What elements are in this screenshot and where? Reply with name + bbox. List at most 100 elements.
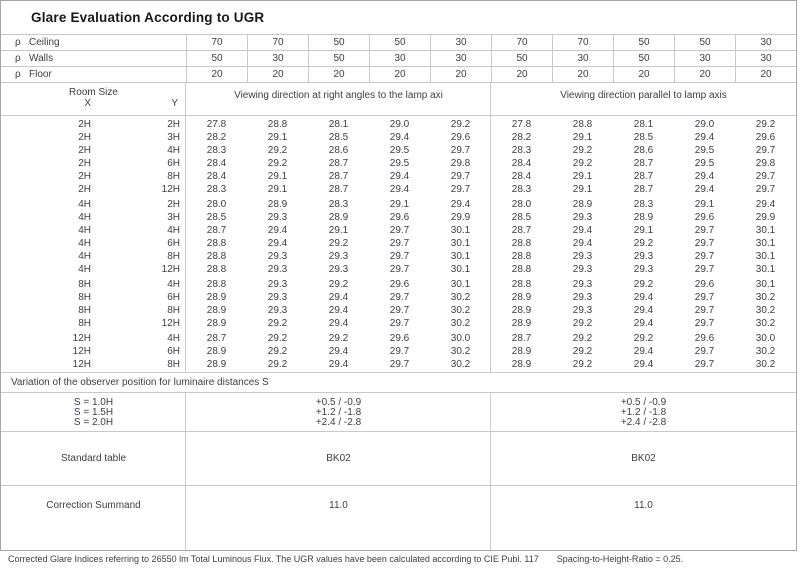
ugr-value-left: 30.2 (450, 318, 471, 329)
ugr-value-right: 28.7 (511, 225, 532, 236)
ugr-value-right: 29.7 (694, 238, 715, 249)
ugr-value-left: 28.5 (206, 212, 227, 223)
ugr-value-left: 29.7 (450, 145, 471, 156)
ugr-value-left: 29.7 (389, 346, 410, 357)
ugr-value-right: 30.0 (755, 333, 776, 344)
ugr-value-left: 29.3 (267, 251, 288, 262)
reflectance-value: 50 (613, 35, 674, 50)
ugr-value-right: 29.2 (572, 145, 593, 156)
standard-table-row: Standard table BK02 BK02 (1, 432, 796, 486)
ugr-value-left: 29.7 (389, 251, 410, 262)
ugr-value-right: 28.3 (633, 199, 654, 210)
column-divider (185, 116, 186, 372)
column-divider (490, 116, 491, 372)
rho-symbol: ρ (15, 53, 21, 64)
ugr-value-left: 29.3 (267, 264, 288, 275)
ugr-table-row: 2H 12H 28.3 29.1 28.7 29.4 29.7 28.3 29.1 28.7 29.… (1, 183, 796, 196)
standard-table-value-left: BK02 (326, 453, 351, 464)
reflectance-value: 30 (247, 51, 308, 66)
ugr-table-row: 2H 8H 28.4 29.1 28.7 29.4 29.7 28.4 29.1 28.7 29.4… (1, 170, 796, 183)
ugr-value-right: 30.2 (755, 346, 776, 357)
ugr-value-left: 29.7 (389, 238, 410, 249)
ugr-value-right: 28.8 (572, 119, 593, 130)
ugr-value-right: 28.2 (511, 132, 532, 143)
ugr-value-right: 29.3 (572, 279, 593, 290)
xy-header-line: X Y (1, 98, 186, 109)
ugr-value-left: 28.9 (206, 292, 227, 303)
reflectance-value: 20 (735, 67, 796, 82)
ugr-value-left: 29.0 (389, 119, 410, 130)
room-size-y: 4H (167, 279, 180, 290)
standard-table-value-right: BK02 (631, 453, 656, 464)
ugr-table-row: 12H 6H 28.9 29.2 29.4 29.7 30.2 28.9 29.2 29.4 29.… (1, 345, 796, 358)
ugr-data-area: 2H 2H 27.8 28.8 28.1 29.0 29.2 27.8 28.8 28.1 29.0… (1, 116, 796, 373)
correction-summand-grid: Correction Summand 11.0 11.0 (1, 486, 796, 550)
room-size-y: 8H (167, 251, 180, 262)
ugr-value-right: 29.2 (572, 333, 593, 344)
reflectance-surface-name: Ceiling (29, 37, 60, 48)
ugr-value-right: 29.1 (633, 225, 654, 236)
header-grid: Room Size X Y Viewing direction at right… (1, 83, 796, 115)
title-band: Glare Evaluation According to UGR (1, 1, 796, 35)
room-size-y: 12H (161, 264, 180, 275)
reflectance-table: ρ Ceiling 70 70 50 50 30 70 70 50 50 30 ρ Walls 50 30 50… (1, 35, 796, 83)
ugr-value-left: 28.5 (328, 132, 349, 143)
rho-symbol: ρ (15, 69, 21, 80)
ugr-value-left: 29.7 (389, 305, 410, 316)
ugr-value-right: 29.4 (572, 225, 593, 236)
reflectance-surface-name: Walls (29, 53, 54, 64)
ugr-value-left: 30.2 (450, 359, 471, 370)
ugr-value-right: 28.9 (572, 199, 593, 210)
room-size-y: 6H (167, 238, 180, 249)
ugr-value-right: 28.8 (511, 238, 532, 249)
ugr-value-left: 29.2 (267, 333, 288, 344)
ugr-value-right: 28.4 (511, 171, 532, 182)
room-size-y: 4H (167, 225, 180, 236)
correction-summand-value-left: 11.0 (329, 500, 348, 511)
correction-summand-value-right: 11.0 (634, 500, 653, 511)
ugr-value-left: 29.7 (389, 359, 410, 370)
ugr-table-row: 12H 8H 28.9 29.2 29.4 29.7 30.2 28.9 29.2 29.4 29.… (1, 358, 796, 371)
ugr-value-left: 28.8 (206, 279, 227, 290)
correction-summand-label: Correction Summand (46, 500, 141, 511)
ugr-value-left: 30.1 (450, 264, 471, 275)
ugr-value-right: 30.1 (755, 225, 776, 236)
ugr-value-right: 29.3 (572, 212, 593, 223)
ugr-value-left: 29.5 (389, 145, 410, 156)
room-size-x: 4H (78, 212, 91, 223)
column-divider (490, 83, 491, 115)
s-distance-label: S = 1.5H (73, 407, 114, 418)
reflectance-value: 50 (491, 51, 552, 66)
room-size-x: 12H (72, 359, 91, 370)
room-size-x: 4H (78, 264, 91, 275)
ugr-value-right: 28.9 (511, 346, 532, 357)
ugr-value-left: 29.1 (267, 184, 288, 195)
ugr-value-right: 28.9 (511, 305, 532, 316)
report-frame: Glare Evaluation According to UGR ρ Ceili… (0, 0, 797, 551)
ugr-value-right: 29.5 (694, 158, 715, 169)
y-axis-label: Y (171, 98, 178, 109)
reflectance-value: 20 (613, 67, 674, 82)
ugr-value-right: 29.4 (633, 305, 654, 316)
reflectance-value: 50 (308, 35, 369, 50)
room-size-y: 4H (167, 145, 180, 156)
ugr-value-left: 28.4 (206, 171, 227, 182)
ugr-value-right: 29.7 (755, 145, 776, 156)
ugr-value-right: 30.2 (755, 359, 776, 370)
s-distance-label: S = 2.0H (73, 417, 114, 428)
variation-value-right: +2.4 / -2.8 (620, 417, 667, 428)
standard-table-grid: Standard table BK02 BK02 (1, 432, 796, 485)
table-header-row: Room Size X Y Viewing direction at right… (1, 83, 796, 116)
ugr-value-left: 30.0 (450, 333, 471, 344)
ugr-value-left: 29.7 (450, 184, 471, 195)
ugr-value-left: 28.8 (267, 119, 288, 130)
ugr-value-left: 28.3 (206, 145, 227, 156)
ugr-value-left: 27.8 (206, 119, 227, 130)
ugr-value-left: 29.5 (389, 158, 410, 169)
ugr-value-right: 29.7 (694, 346, 715, 357)
room-size-x: 12H (72, 333, 91, 344)
reflectance-value: 20 (674, 67, 735, 82)
ugr-value-left: 29.2 (267, 158, 288, 169)
correction-summand-row: Correction Summand 11.0 11.0 (1, 486, 796, 550)
variation-label: Variation of the observer position for l… (1, 373, 796, 393)
